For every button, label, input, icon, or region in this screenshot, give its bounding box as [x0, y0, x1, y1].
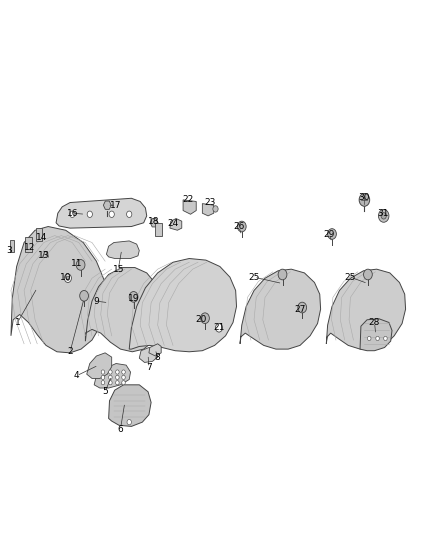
Text: 27: 27: [294, 305, 306, 313]
Bar: [155, 223, 162, 236]
Text: 15: 15: [113, 265, 124, 273]
Circle shape: [378, 209, 389, 222]
Circle shape: [64, 274, 71, 282]
Polygon shape: [129, 259, 237, 352]
Text: 31: 31: [378, 209, 389, 217]
Bar: [10, 240, 14, 252]
Bar: [36, 228, 42, 241]
Text: 13: 13: [38, 252, 49, 260]
Text: 12: 12: [24, 244, 35, 252]
Circle shape: [278, 269, 287, 280]
Text: 10: 10: [60, 273, 71, 281]
Text: 8: 8: [155, 353, 161, 361]
Circle shape: [381, 213, 386, 219]
Text: 1: 1: [14, 318, 21, 327]
Circle shape: [127, 419, 131, 425]
Circle shape: [109, 375, 112, 379]
Polygon shape: [56, 198, 147, 228]
Circle shape: [80, 290, 88, 301]
Circle shape: [367, 336, 371, 341]
Circle shape: [127, 211, 132, 217]
Circle shape: [116, 381, 119, 385]
Circle shape: [109, 370, 112, 374]
Polygon shape: [106, 241, 139, 259]
Circle shape: [109, 211, 114, 217]
Polygon shape: [11, 227, 106, 353]
Circle shape: [122, 370, 125, 374]
Circle shape: [87, 211, 92, 217]
Circle shape: [70, 211, 75, 217]
Text: 29: 29: [324, 230, 335, 239]
Text: 18: 18: [148, 217, 159, 225]
Circle shape: [201, 313, 209, 324]
Text: 5: 5: [102, 387, 108, 396]
Text: 28: 28: [369, 318, 380, 327]
Circle shape: [376, 336, 379, 341]
Circle shape: [364, 269, 372, 280]
Circle shape: [66, 276, 70, 280]
Circle shape: [109, 381, 112, 385]
Text: 30: 30: [358, 193, 369, 201]
Circle shape: [298, 302, 307, 313]
Polygon shape: [183, 200, 196, 214]
Circle shape: [101, 370, 105, 374]
Text: 7: 7: [146, 364, 152, 372]
Text: 4: 4: [74, 372, 79, 380]
Circle shape: [122, 381, 125, 385]
Text: 25: 25: [345, 273, 356, 281]
Polygon shape: [360, 319, 392, 351]
Text: 3: 3: [6, 246, 12, 255]
Polygon shape: [150, 219, 158, 227]
Text: 9: 9: [93, 297, 99, 305]
Text: 25: 25: [248, 273, 260, 281]
Circle shape: [359, 193, 370, 206]
Circle shape: [76, 260, 85, 270]
Text: 20: 20: [196, 316, 207, 324]
Circle shape: [328, 229, 336, 239]
Circle shape: [129, 292, 138, 302]
Polygon shape: [94, 364, 131, 388]
Polygon shape: [240, 269, 321, 349]
Text: 26: 26: [233, 222, 244, 231]
Polygon shape: [326, 269, 406, 349]
Text: 24: 24: [167, 220, 179, 228]
Text: 22: 22: [183, 196, 194, 204]
Circle shape: [215, 324, 223, 332]
Text: 6: 6: [117, 425, 124, 433]
Circle shape: [116, 370, 119, 374]
Text: 14: 14: [36, 233, 47, 241]
Text: 19: 19: [128, 294, 139, 303]
Text: 17: 17: [110, 201, 122, 209]
Circle shape: [384, 336, 387, 341]
Polygon shape: [85, 268, 163, 352]
Circle shape: [213, 206, 218, 212]
Text: 11: 11: [71, 260, 82, 268]
Text: 16: 16: [67, 209, 78, 217]
Text: 23: 23: [205, 198, 216, 207]
Circle shape: [237, 221, 246, 232]
Polygon shape: [87, 353, 112, 378]
Polygon shape: [170, 219, 182, 230]
Polygon shape: [109, 385, 151, 426]
Bar: [25, 237, 32, 252]
Circle shape: [101, 381, 105, 385]
Circle shape: [122, 375, 125, 379]
Polygon shape: [202, 204, 214, 216]
Polygon shape: [149, 344, 161, 356]
Polygon shape: [139, 348, 158, 362]
Text: 21: 21: [213, 324, 225, 332]
Circle shape: [116, 375, 119, 379]
Text: 2: 2: [67, 348, 73, 356]
Circle shape: [101, 375, 105, 379]
Polygon shape: [103, 201, 111, 209]
